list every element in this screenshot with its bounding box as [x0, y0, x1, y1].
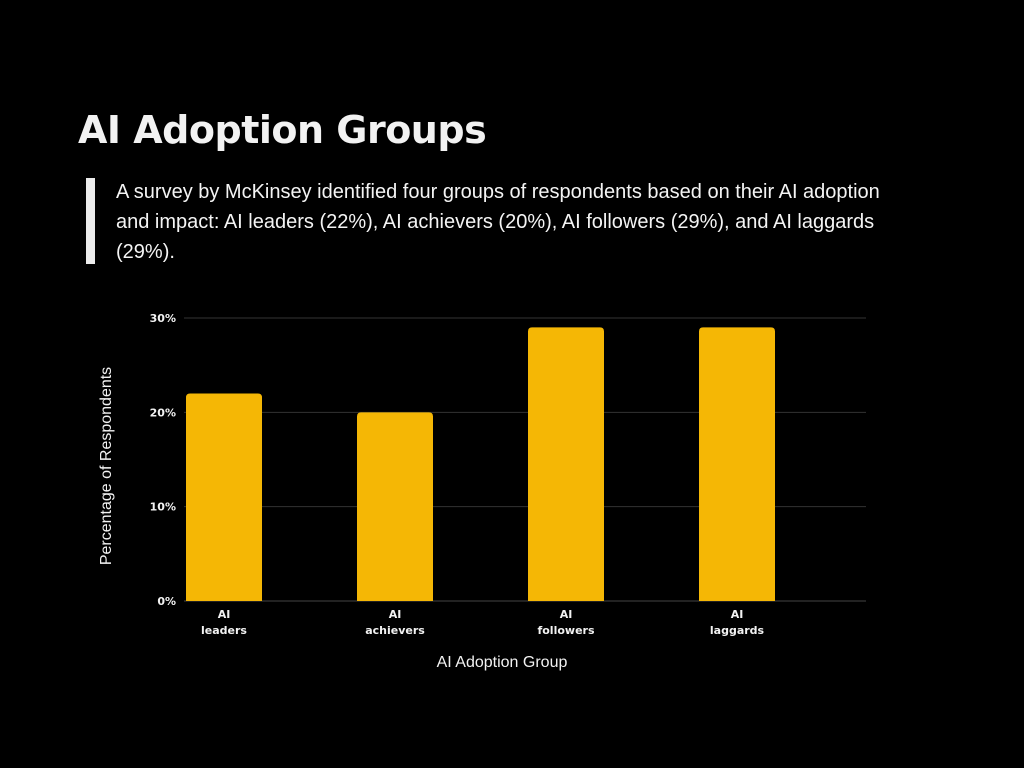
x-tick-label: followers: [537, 624, 594, 637]
y-tick-label: 30%: [150, 312, 176, 325]
y-tick-label: 0%: [157, 595, 176, 608]
quote-accent-bar: [86, 178, 95, 264]
page-title: AI Adoption Groups: [78, 108, 487, 152]
x-tick-label: AI: [731, 608, 744, 621]
x-axis-title: AI Adoption Group: [437, 654, 568, 671]
x-tick-label: AI: [560, 608, 573, 621]
x-tick-label: laggards: [710, 624, 765, 637]
description-text: A survey by McKinsey identified four gro…: [116, 181, 880, 263]
x-tick-label: AI: [389, 608, 402, 621]
bar: [186, 393, 262, 601]
bar: [357, 412, 433, 601]
x-tick-label: AI: [218, 608, 231, 621]
y-axis-title: Percentage of Respondents: [98, 367, 115, 565]
y-tick-label: 10%: [150, 501, 176, 514]
bar: [528, 327, 604, 601]
x-tick-label: achievers: [365, 624, 425, 637]
x-tick-label: leaders: [201, 624, 247, 637]
bar: [699, 327, 775, 601]
description-block: A survey by McKinsey identified four gro…: [86, 178, 916, 267]
y-tick-label: 20%: [150, 406, 176, 419]
